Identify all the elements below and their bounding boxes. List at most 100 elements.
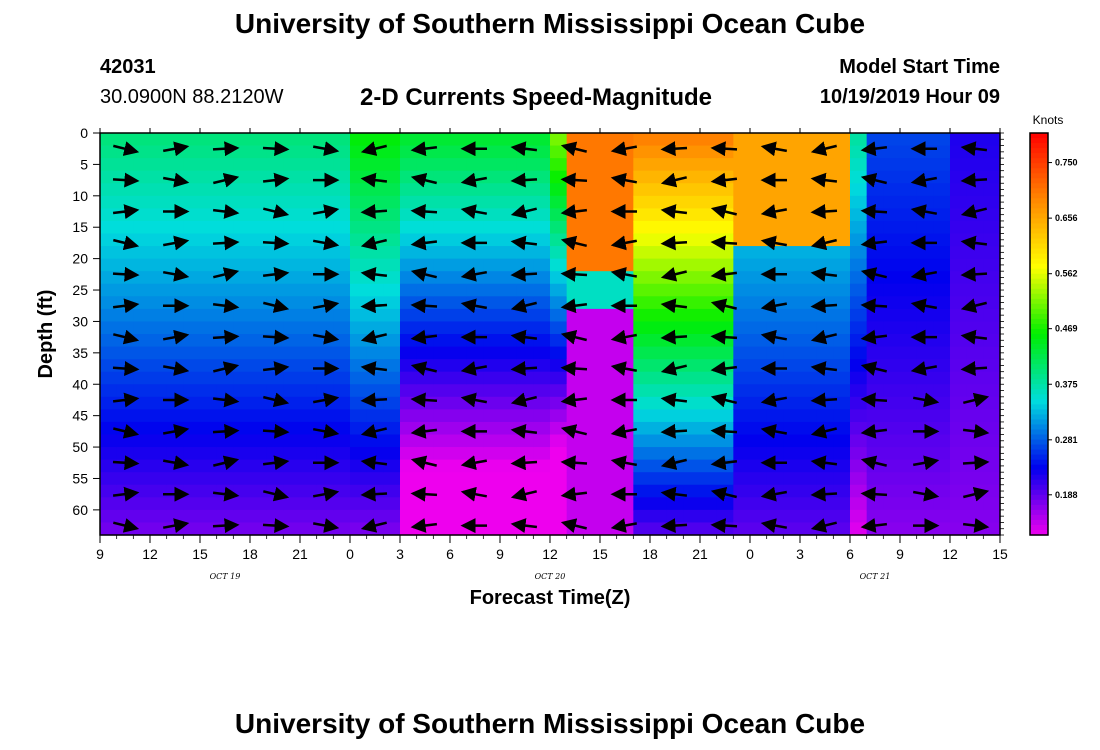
current-vector xyxy=(610,455,638,471)
colorbar-segment xyxy=(1030,158,1048,164)
current-vector xyxy=(262,518,290,534)
current-vector xyxy=(610,361,638,377)
heat-cell xyxy=(850,484,868,498)
heat-cell xyxy=(116,384,134,398)
heat-cell xyxy=(433,271,451,285)
heat-cell xyxy=(683,220,701,235)
heat-cell xyxy=(133,258,151,272)
heat-cell xyxy=(750,208,768,222)
heat-cell xyxy=(883,497,901,511)
heat-cell xyxy=(516,346,534,360)
current-vector xyxy=(312,329,340,345)
colorbar-segment xyxy=(1030,459,1048,466)
current-vector xyxy=(162,172,190,188)
heat-cell xyxy=(933,434,951,448)
heat-cell xyxy=(766,258,784,272)
heat-cell xyxy=(666,447,684,461)
heat-cell xyxy=(416,434,434,448)
colorbar-segment xyxy=(1030,484,1048,491)
heat-cell xyxy=(883,371,901,385)
heat-cell xyxy=(633,334,651,348)
heat-cell xyxy=(550,321,568,335)
heat-cell xyxy=(300,283,318,297)
heat-cell xyxy=(100,371,118,385)
heat-cell xyxy=(833,296,851,310)
heat-cell xyxy=(433,421,451,436)
heat-cell xyxy=(266,384,284,398)
heat-cell xyxy=(600,296,618,310)
heat-cell xyxy=(733,296,751,310)
heat-cell xyxy=(733,308,751,323)
heat-cell xyxy=(683,396,701,410)
heat-cell xyxy=(600,246,618,260)
current-vector xyxy=(360,298,388,314)
heat-cell xyxy=(783,396,801,410)
colorbar-segment xyxy=(1030,529,1048,536)
heat-cell xyxy=(966,384,984,398)
heat-cell xyxy=(683,283,701,297)
heat-cell xyxy=(166,434,184,448)
heat-cell xyxy=(883,447,901,461)
heat-cell xyxy=(916,246,934,260)
current-vector xyxy=(360,235,387,251)
heat-cell xyxy=(500,133,518,147)
heat-cell xyxy=(233,195,251,209)
heat-cell xyxy=(633,384,651,398)
colorbar-segment xyxy=(1030,193,1048,199)
heat-cell xyxy=(166,384,184,398)
heat-cell xyxy=(666,308,684,323)
heat-cell xyxy=(216,220,234,235)
heat-cell xyxy=(850,346,868,360)
heat-cell xyxy=(600,145,618,159)
heat-cell xyxy=(216,434,234,448)
heat-cell xyxy=(100,220,118,235)
heat-cell xyxy=(916,497,934,511)
heat-cell xyxy=(583,447,601,461)
heat-cell xyxy=(700,472,718,486)
heat-cell xyxy=(866,384,884,398)
heat-cell xyxy=(533,359,551,373)
heat-cell xyxy=(866,220,884,235)
heat-cell xyxy=(250,497,268,511)
heat-cell xyxy=(300,459,318,473)
heat-cell xyxy=(450,371,468,385)
heat-cell xyxy=(483,434,501,448)
colorbar-segment xyxy=(1030,489,1048,496)
heat-cell xyxy=(966,170,984,184)
heat-cell xyxy=(700,195,718,209)
heat-cell xyxy=(816,246,834,260)
heat-cell xyxy=(533,484,551,498)
heat-cell xyxy=(983,396,1001,410)
heat-cell xyxy=(900,246,918,260)
heat-cell xyxy=(566,434,584,448)
heat-cell xyxy=(166,346,184,360)
heat-cell xyxy=(733,522,751,536)
heat-cell xyxy=(183,509,201,524)
heat-cell xyxy=(616,472,634,486)
heat-cell xyxy=(283,522,301,536)
heat-cell xyxy=(316,509,334,524)
heat-cell xyxy=(316,359,334,373)
current-vector xyxy=(560,361,588,377)
heat-cell xyxy=(166,472,184,486)
heat-cell xyxy=(400,334,418,348)
heat-cell xyxy=(450,384,468,398)
heat-cell xyxy=(766,509,784,524)
heat-cell xyxy=(100,472,118,486)
heat-cell xyxy=(366,183,384,197)
heat-cell xyxy=(133,346,151,360)
current-vector xyxy=(113,235,140,251)
heat-cell xyxy=(916,258,934,272)
heat-cell xyxy=(183,195,201,209)
heat-cell xyxy=(650,246,668,260)
heat-cell xyxy=(450,233,468,247)
heat-cell xyxy=(583,321,601,335)
heat-cell xyxy=(766,409,784,423)
heat-cell xyxy=(366,321,384,335)
heat-cell xyxy=(133,271,151,285)
current-vector xyxy=(312,235,340,251)
current-vector xyxy=(262,361,290,377)
heat-cell xyxy=(616,220,634,235)
